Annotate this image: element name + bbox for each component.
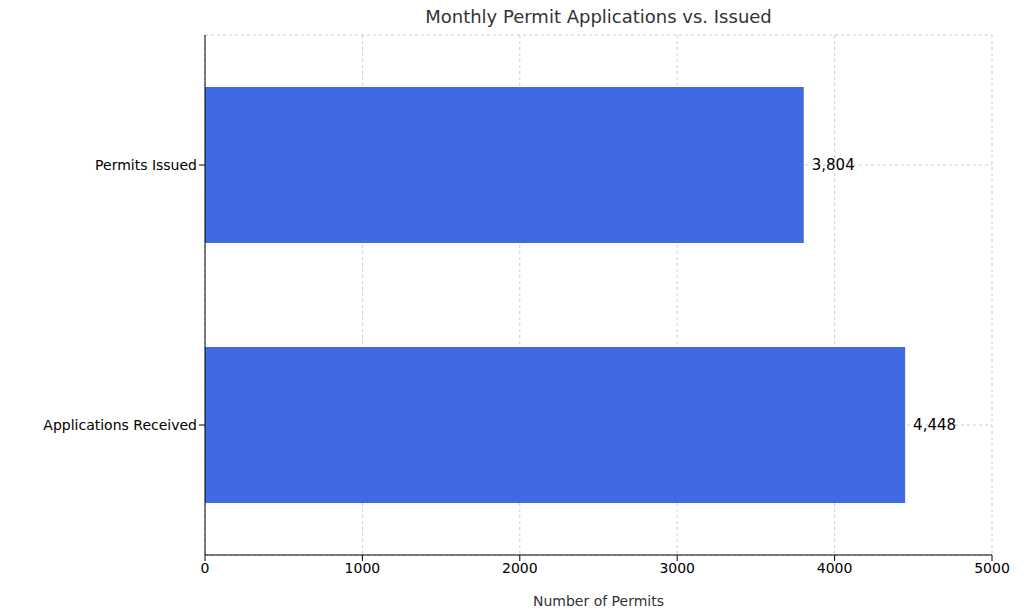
svg-text:Permits Issued: Permits Issued	[95, 157, 197, 173]
html-text:Monthly Permit Applications vs: Monthly Permit Applications vs. Issued	[425, 6, 772, 27]
svg-text:5000: 5000	[974, 560, 1010, 576]
svg-text:2000: 2000	[502, 560, 538, 576]
svg-text:3,804: 3,804	[812, 156, 855, 174]
svg-text:Number of Permits: Number of Permits	[533, 593, 664, 609]
svg-text:4000: 4000	[817, 560, 853, 576]
svg-text:0: 0	[201, 560, 210, 576]
svg-text:4,448: 4,448	[913, 416, 956, 434]
svg-text:1000: 1000	[345, 560, 381, 576]
svg-text:3000: 3000	[659, 560, 695, 576]
svg-text:Applications Received: Applications Received	[43, 417, 197, 433]
